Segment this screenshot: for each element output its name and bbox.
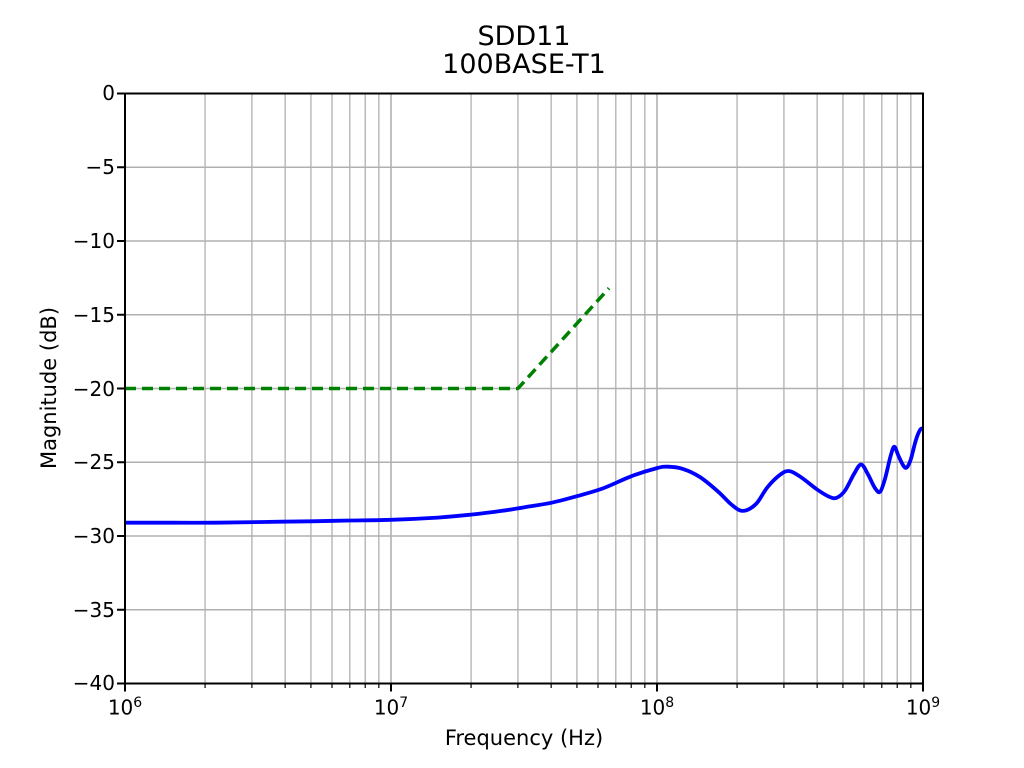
y-tick-label-m35: −35 [72,598,115,622]
sdd11-measured-curve [125,426,923,525]
y-tick-label-m20: −20 [72,377,115,401]
plot-border [124,92,924,685]
y-tick-label-m25: −25 [72,450,115,474]
return-loss-limit-curve [125,287,611,391]
y-tick-label-m5: −5 [85,155,115,179]
y-tick-label-m15: −15 [72,303,115,327]
y-tick-label-m40: −40 [72,671,115,695]
y-tick-label-m30: −30 [72,524,115,548]
x-axis-label: Frequency (Hz) [444,726,604,750]
y-tick-label-0: 0 [102,81,115,105]
chart-title-line1: SDD11 [477,21,571,52]
y-tick-label-m10: −10 [72,229,115,253]
chart-title-line2: 100BASE-T1 [442,49,606,80]
x-tick-label-1e7: 107 [373,695,409,720]
chart-title: SDD11 100BASE-T1 [274,23,774,79]
x-tick-label-1e6: 106 [107,695,143,720]
x-tick-label-1e8: 108 [639,695,675,720]
x-tick-label-1e9: 109 [905,695,941,720]
